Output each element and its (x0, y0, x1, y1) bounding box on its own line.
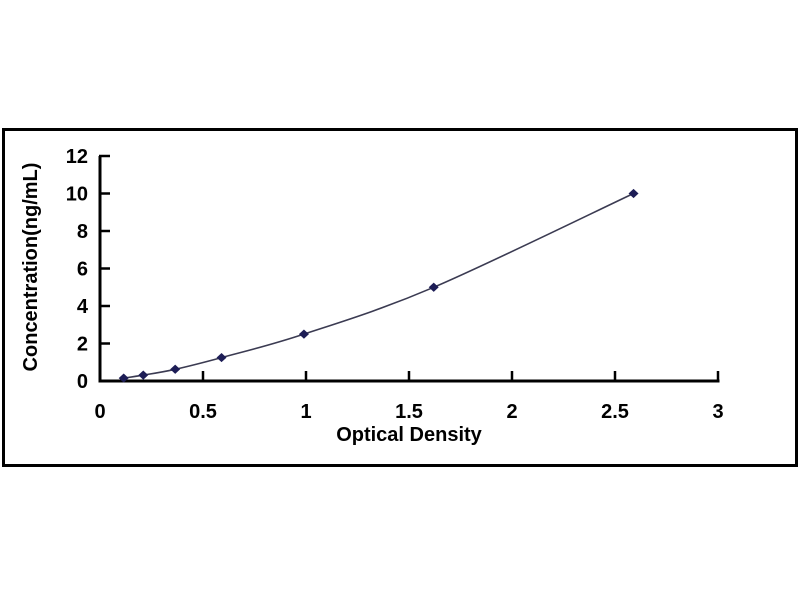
x-tick-label: 0 (94, 401, 105, 423)
x-tick-label: 1.5 (395, 401, 423, 423)
axes-group (98, 156, 720, 383)
y-tick-label: 6 (77, 259, 88, 281)
y-tick-label: 0 (77, 371, 88, 393)
data-point-marker (298, 329, 309, 339)
series-group (118, 188, 639, 383)
tick-labels-group: 0 0.5 1 1.5 2 2.5 3 0 2 4 6 8 10 12 (66, 146, 724, 423)
data-point-marker (428, 282, 439, 292)
x-tick-label: 3 (712, 401, 723, 423)
data-point-marker (138, 370, 149, 380)
data-point-marker (118, 373, 129, 383)
curve-line (123, 192, 634, 379)
x-tick-label: 1 (300, 401, 311, 423)
data-point-marker (628, 188, 639, 199)
data-point-marker (170, 364, 181, 374)
x-tick-label: 0.5 (189, 401, 217, 423)
y-tick-label: 10 (66, 184, 88, 206)
y-tick-label: 8 (77, 221, 88, 243)
y-tick-label: 2 (77, 334, 88, 356)
data-point-marker (216, 352, 227, 363)
y-tick-label: 12 (66, 146, 88, 168)
x-axis-title: Optical Density (336, 424, 482, 446)
x-tick-label: 2.5 (601, 401, 629, 423)
y-tick-label: 4 (77, 296, 89, 318)
x-tick-label: 2 (506, 401, 517, 423)
chart-frame (2, 128, 798, 467)
ticks-group (98, 154, 720, 383)
y-axis-title: Concentration(ng/mL) (20, 163, 42, 372)
